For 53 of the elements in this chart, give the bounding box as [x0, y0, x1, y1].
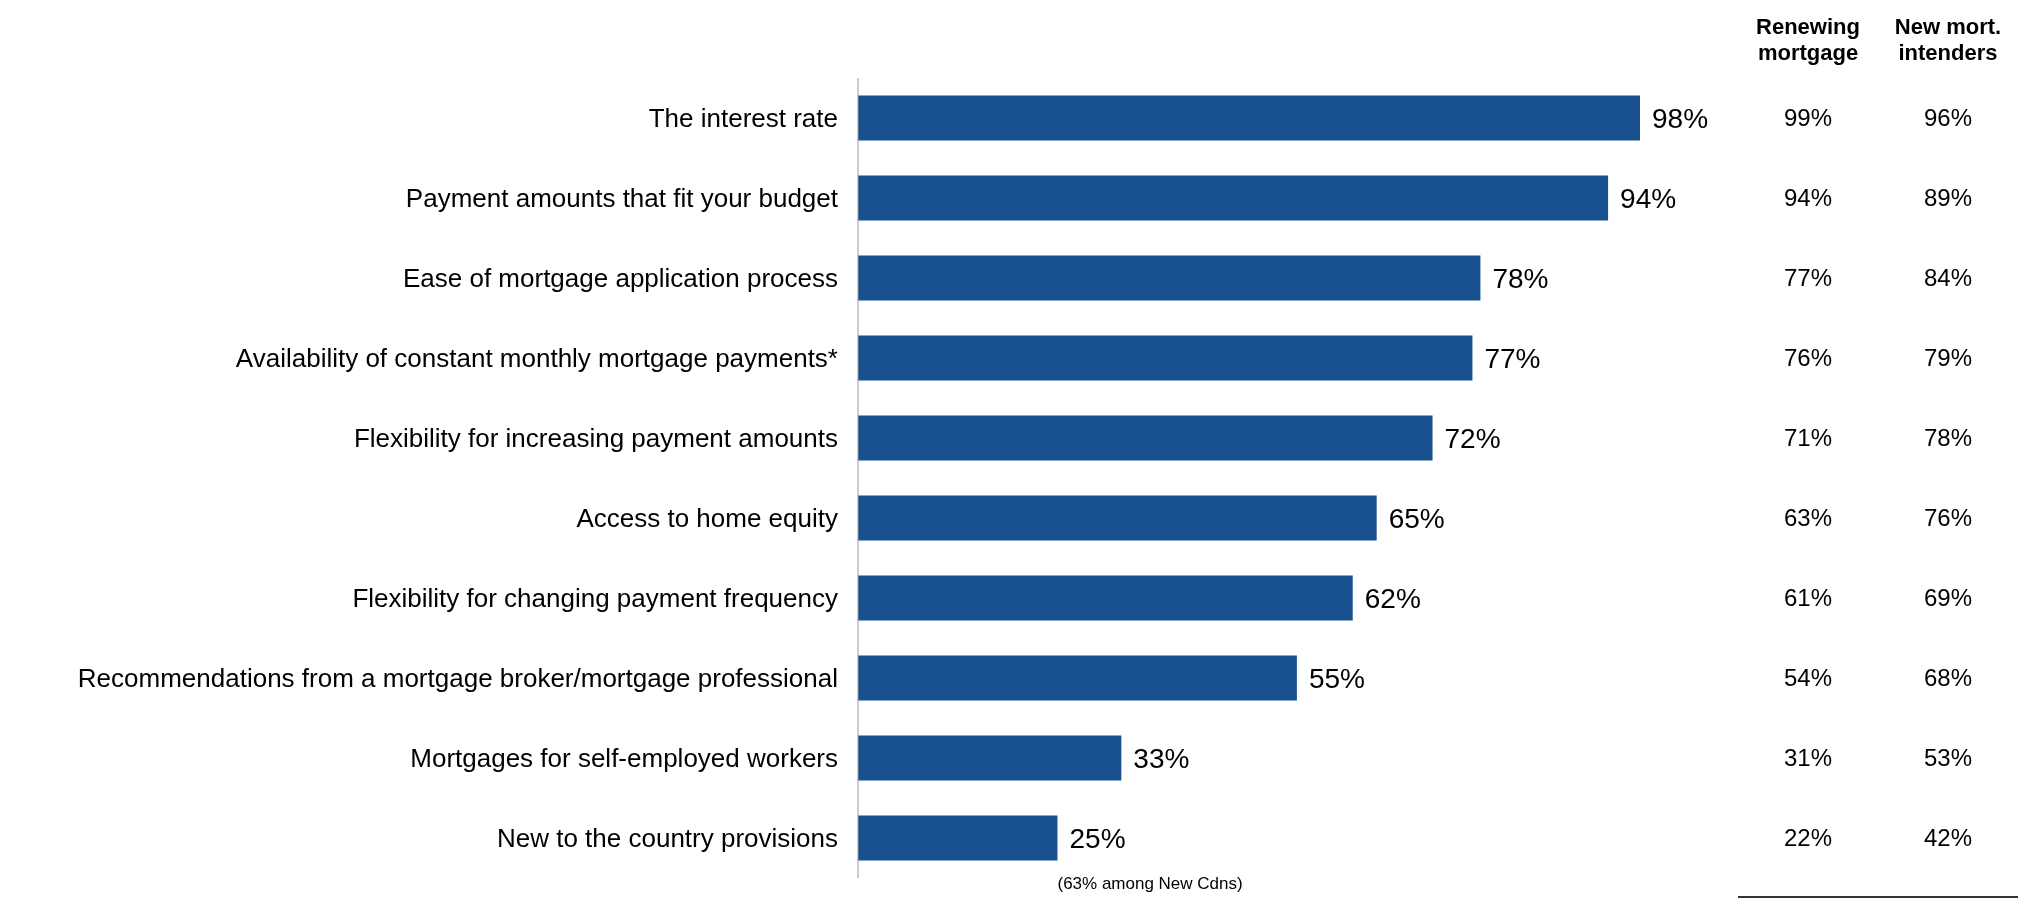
annotation: (63% among New Cdns) [1057, 874, 1243, 894]
text: 99% [1782, 104, 1833, 132]
bar [858, 815, 1058, 861]
bar [858, 495, 1377, 541]
text: 78% [1922, 424, 1973, 452]
text: 69% [1922, 584, 1973, 612]
y-tick-label: Access to home equity [576, 503, 838, 534]
y-tick-label: Availability of constant monthly mortgage payments* [235, 343, 838, 374]
text: 42% [1922, 824, 1973, 852]
text: 63% [1782, 504, 1833, 532]
y-tick-label: The interest rate [648, 103, 838, 134]
bar [858, 575, 1353, 621]
data-label: 78% [1492, 263, 1549, 295]
data-label: 94% [1620, 183, 1677, 215]
data-label: 98% [1652, 103, 1709, 135]
text: 22% [1782, 824, 1833, 852]
text: New mort. intenders [1893, 14, 2003, 66]
text: 76% [1922, 504, 1973, 532]
data-label: 55% [1308, 663, 1365, 695]
text: 96% [1922, 104, 1973, 132]
text: 31% [1782, 744, 1833, 772]
text: 76% [1782, 344, 1833, 372]
text: 84% [1922, 264, 1973, 292]
y-tick-label: Flexibility for increasing payment amounts [353, 423, 838, 454]
y-tick-label: Ease of mortgage application process [402, 263, 838, 294]
text: 61% [1782, 584, 1833, 612]
data-label: 25% [1069, 823, 1126, 855]
bar [858, 175, 1609, 221]
text: 89% [1922, 184, 1973, 212]
data-label: 62% [1364, 583, 1421, 615]
text: 68% [1922, 664, 1973, 692]
y-tick-label: New to the country provisions [496, 823, 838, 854]
bar [858, 255, 1481, 301]
text: 79% [1922, 344, 1973, 372]
text: 71% [1782, 424, 1833, 452]
bar [858, 735, 1122, 781]
bar [858, 335, 1473, 381]
data-label: 65% [1388, 503, 1445, 535]
y-tick-label: Payment amounts that fit your budget [405, 183, 839, 214]
text: 53% [1922, 744, 1973, 772]
y-tick-label: Mortgages for self-employed workers [410, 743, 838, 774]
bar [858, 95, 1640, 141]
data-label: 72% [1444, 423, 1501, 455]
y-tick-label: Flexibility for changing payment frequency [352, 583, 838, 614]
data-label: 33% [1133, 743, 1190, 775]
y-tick-label: Recommendations from a mortgage broker/mortgage professional [77, 663, 838, 694]
bar [858, 415, 1433, 461]
text: Renewing mortgage [1755, 14, 1861, 66]
text: 77% [1782, 264, 1833, 292]
text: 54% [1782, 664, 1833, 692]
text: 94% [1782, 184, 1833, 212]
data-label: 77% [1484, 343, 1541, 375]
bar [858, 655, 1297, 701]
